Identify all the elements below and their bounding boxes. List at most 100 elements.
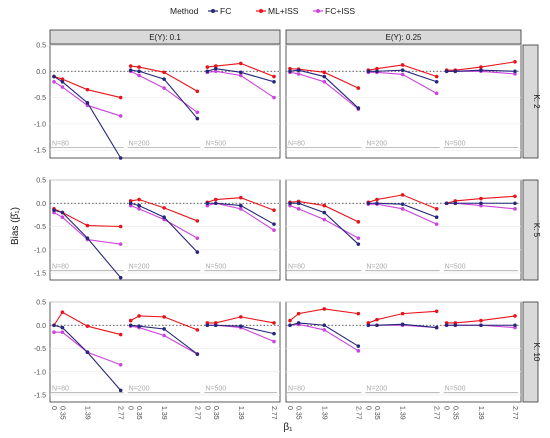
- x-tick-label: 0: [286, 406, 293, 410]
- data-point: [118, 114, 123, 118]
- legend-item-fc: FC: [208, 6, 231, 16]
- data-point: [296, 311, 301, 316]
- data-point: [513, 207, 517, 211]
- series-line-ml-iss: [207, 316, 275, 324]
- legend-item-ml-iss: ML+ISS: [256, 6, 299, 16]
- data-point: [128, 68, 133, 73]
- panel-1-0: N=80 N=200 N=500: [285, 44, 522, 159]
- y-tick-label: 0.5: [36, 178, 46, 185]
- data-point: [272, 208, 276, 213]
- x-tick-label: 0.35: [295, 406, 302, 420]
- y-tick-label: -1.0: [34, 247, 46, 254]
- data-point: [118, 242, 123, 246]
- data-point: [118, 275, 123, 280]
- data-point: [238, 324, 243, 328]
- row-strip-1: [522, 179, 539, 281]
- data-point: [272, 228, 276, 233]
- x-tick-label: 0.35: [58, 406, 65, 420]
- data-point: [195, 89, 200, 94]
- series-line-ml-iss: [207, 62, 275, 78]
- data-point: [238, 61, 243, 66]
- x-tick-label: 1.39: [320, 406, 327, 420]
- series-line-fc: [289, 322, 359, 347]
- data-point: [213, 69, 218, 74]
- data-point: [205, 323, 210, 328]
- n-group-label: N=200: [129, 264, 150, 271]
- data-point: [479, 323, 483, 328]
- data-point: [60, 310, 65, 315]
- data-point: [479, 68, 483, 73]
- data-point: [118, 224, 123, 229]
- data-point: [162, 215, 166, 220]
- row-strip-label: K: 10: [532, 343, 541, 362]
- series-line-ml-iss: [53, 208, 121, 228]
- y-tick-label: -1.0: [34, 121, 46, 128]
- data-point: [366, 69, 371, 74]
- data-point: [400, 202, 405, 206]
- col-strip-0: [49, 29, 281, 45]
- data-point: [60, 210, 65, 215]
- data-point: [366, 323, 371, 328]
- series-line-fc: [207, 68, 275, 83]
- series-line-fc-iss: [130, 205, 198, 239]
- data-point: [137, 314, 141, 318]
- x-tick-label: 2.77: [117, 406, 124, 420]
- series-line-ml-iss: [289, 308, 359, 322]
- data-point: [162, 315, 166, 319]
- data-point: [205, 201, 210, 206]
- data-point: [162, 70, 166, 75]
- panel-0-1: N=80 N=200 N=500: [49, 179, 281, 281]
- data-point: [118, 362, 123, 367]
- data-point: [322, 203, 327, 208]
- data-point: [453, 201, 458, 206]
- series-line-fc: [53, 324, 122, 391]
- data-point: [400, 193, 405, 197]
- data-point: [400, 63, 405, 67]
- x-tick-label: 0: [203, 406, 210, 410]
- data-point: [205, 65, 210, 69]
- series-line-ml-iss: [53, 311, 121, 336]
- data-point: [195, 250, 200, 254]
- data-point: [118, 95, 123, 100]
- data-point: [137, 203, 141, 208]
- legend-item-fc-iss: FC+ISS: [313, 6, 355, 16]
- data-point: [434, 207, 439, 211]
- data-point: [52, 79, 56, 84]
- x-tick-label: 2.77: [511, 406, 518, 420]
- data-point: [118, 156, 123, 160]
- y-tick-label: 0.5: [36, 43, 46, 50]
- data-point: [272, 339, 276, 344]
- data-point: [296, 321, 301, 325]
- data-point: [356, 349, 361, 353]
- x-tick-label: 0.35: [135, 406, 142, 420]
- data-point: [213, 64, 218, 68]
- data-point: [400, 72, 405, 77]
- data-point: [513, 69, 517, 74]
- series-line-fc: [207, 324, 275, 335]
- panel-background: [49, 179, 281, 281]
- series-line-fc-iss: [368, 203, 437, 225]
- panel-0-2: N=80 N=200 N=500: [49, 301, 281, 403]
- panel-1-1: N=80 N=200 N=500: [285, 179, 522, 281]
- data-point: [213, 197, 218, 202]
- data-point: [375, 197, 379, 202]
- data-point: [434, 215, 439, 220]
- y-tick-label: -1.5: [34, 271, 46, 278]
- panel-background: [49, 44, 281, 159]
- n-group-label: N=500: [205, 264, 226, 271]
- data-point: [434, 309, 439, 314]
- legend-title: Method: [170, 6, 199, 16]
- data-point: [434, 79, 439, 84]
- data-point: [513, 314, 517, 318]
- data-point: [356, 220, 361, 224]
- data-point: [137, 197, 141, 202]
- data-point: [162, 333, 166, 338]
- panel-background: [285, 44, 522, 159]
- panels: E(Y): 0.1 E(Y): 0.25 K: 2 0.5 0.0 -0.5 -1.0 -1.…: [34, 29, 541, 420]
- data-point: [444, 323, 449, 328]
- n-group-label: N=200: [129, 140, 150, 147]
- data-point: [513, 194, 517, 199]
- data-point: [85, 324, 90, 328]
- data-point: [513, 72, 517, 76]
